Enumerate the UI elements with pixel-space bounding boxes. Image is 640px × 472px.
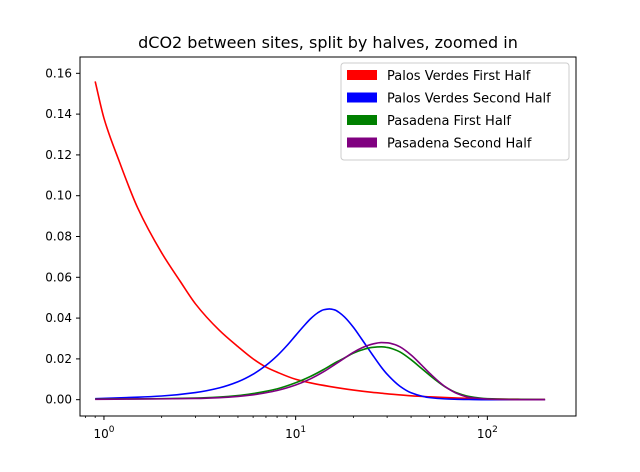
y-tick-label: 0.10 [45, 189, 72, 203]
series-layer [94, 81, 546, 401]
legend-label: Palos Verdes Second Half [387, 92, 551, 107]
series-line-3 [95, 341, 546, 401]
x-tick-label: 100 [93, 425, 114, 441]
y-tick-label: 0.12 [45, 148, 72, 162]
y-tick-label: 0.08 [45, 230, 72, 244]
legend: Palos Verdes First Half Palos Verdes Seco… [340, 62, 570, 161]
legend-swatch [347, 137, 377, 148]
x-tick-label: 102 [477, 425, 498, 441]
legend-swatch [347, 92, 377, 103]
legend-swatch [347, 70, 377, 80]
y-tick-label: 0.06 [45, 270, 72, 284]
series-line-1 [95, 308, 546, 401]
series-line-0 [94, 81, 546, 401]
legend-label: Pasadena First Half [387, 114, 511, 129]
chart-title: dCO2 between sites, split by halves, zoo… [138, 33, 518, 52]
axes-layer: 0.00 0.02 0.04 0.06 0.08 0.10 0.12 0.14 0.16 100 1… [45, 66, 498, 441]
legend-label: Pasadena Second Half [387, 137, 532, 152]
y-tick-label: 0.04 [45, 311, 72, 325]
y-tick-label: 0.02 [45, 352, 72, 366]
x-tick-label: 101 [285, 425, 306, 441]
y-tick-label: 0.16 [45, 66, 72, 80]
legend-frame [340, 62, 570, 161]
legend-swatch [347, 115, 377, 125]
y-tick-label: 0.14 [45, 107, 72, 121]
legend-label: Palos Verdes First Half [387, 69, 531, 84]
y-tick-label: 0.00 [45, 393, 72, 407]
